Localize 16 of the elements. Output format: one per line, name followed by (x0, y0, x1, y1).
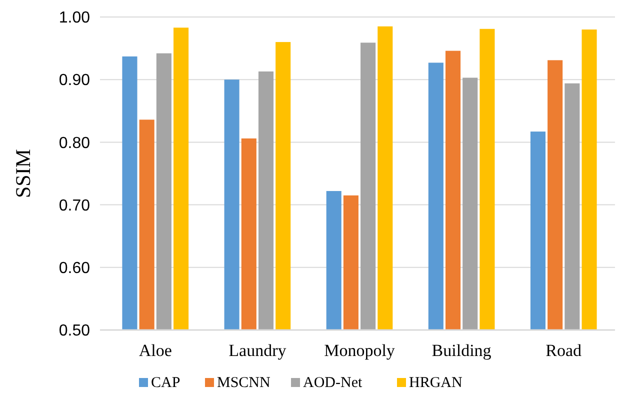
y-tick-label: 1.00 (58, 10, 90, 27)
y-tick-label: 0.60 (58, 260, 90, 277)
legend-label: HRGAN (409, 375, 462, 391)
y-tick-label: 0.50 (58, 322, 90, 340)
x-tick-label: Road (546, 341, 582, 360)
x-tick-label: Building (432, 341, 492, 360)
x-tick-label: Monopoly (324, 341, 396, 360)
legend-label: MSCNN (217, 375, 271, 391)
legend-label: AOD-Net (303, 375, 363, 391)
x-tick-label: Aloe (138, 341, 172, 360)
y-tick-label: 0.90 (58, 72, 90, 90)
y-axis-title: SSIM (11, 148, 35, 198)
legend-label: CAP (151, 375, 180, 391)
y-tick-label: 0.70 (58, 197, 90, 214)
x-tick-label: Laundry (228, 341, 287, 360)
y-tick-label: 0.80 (58, 134, 90, 152)
